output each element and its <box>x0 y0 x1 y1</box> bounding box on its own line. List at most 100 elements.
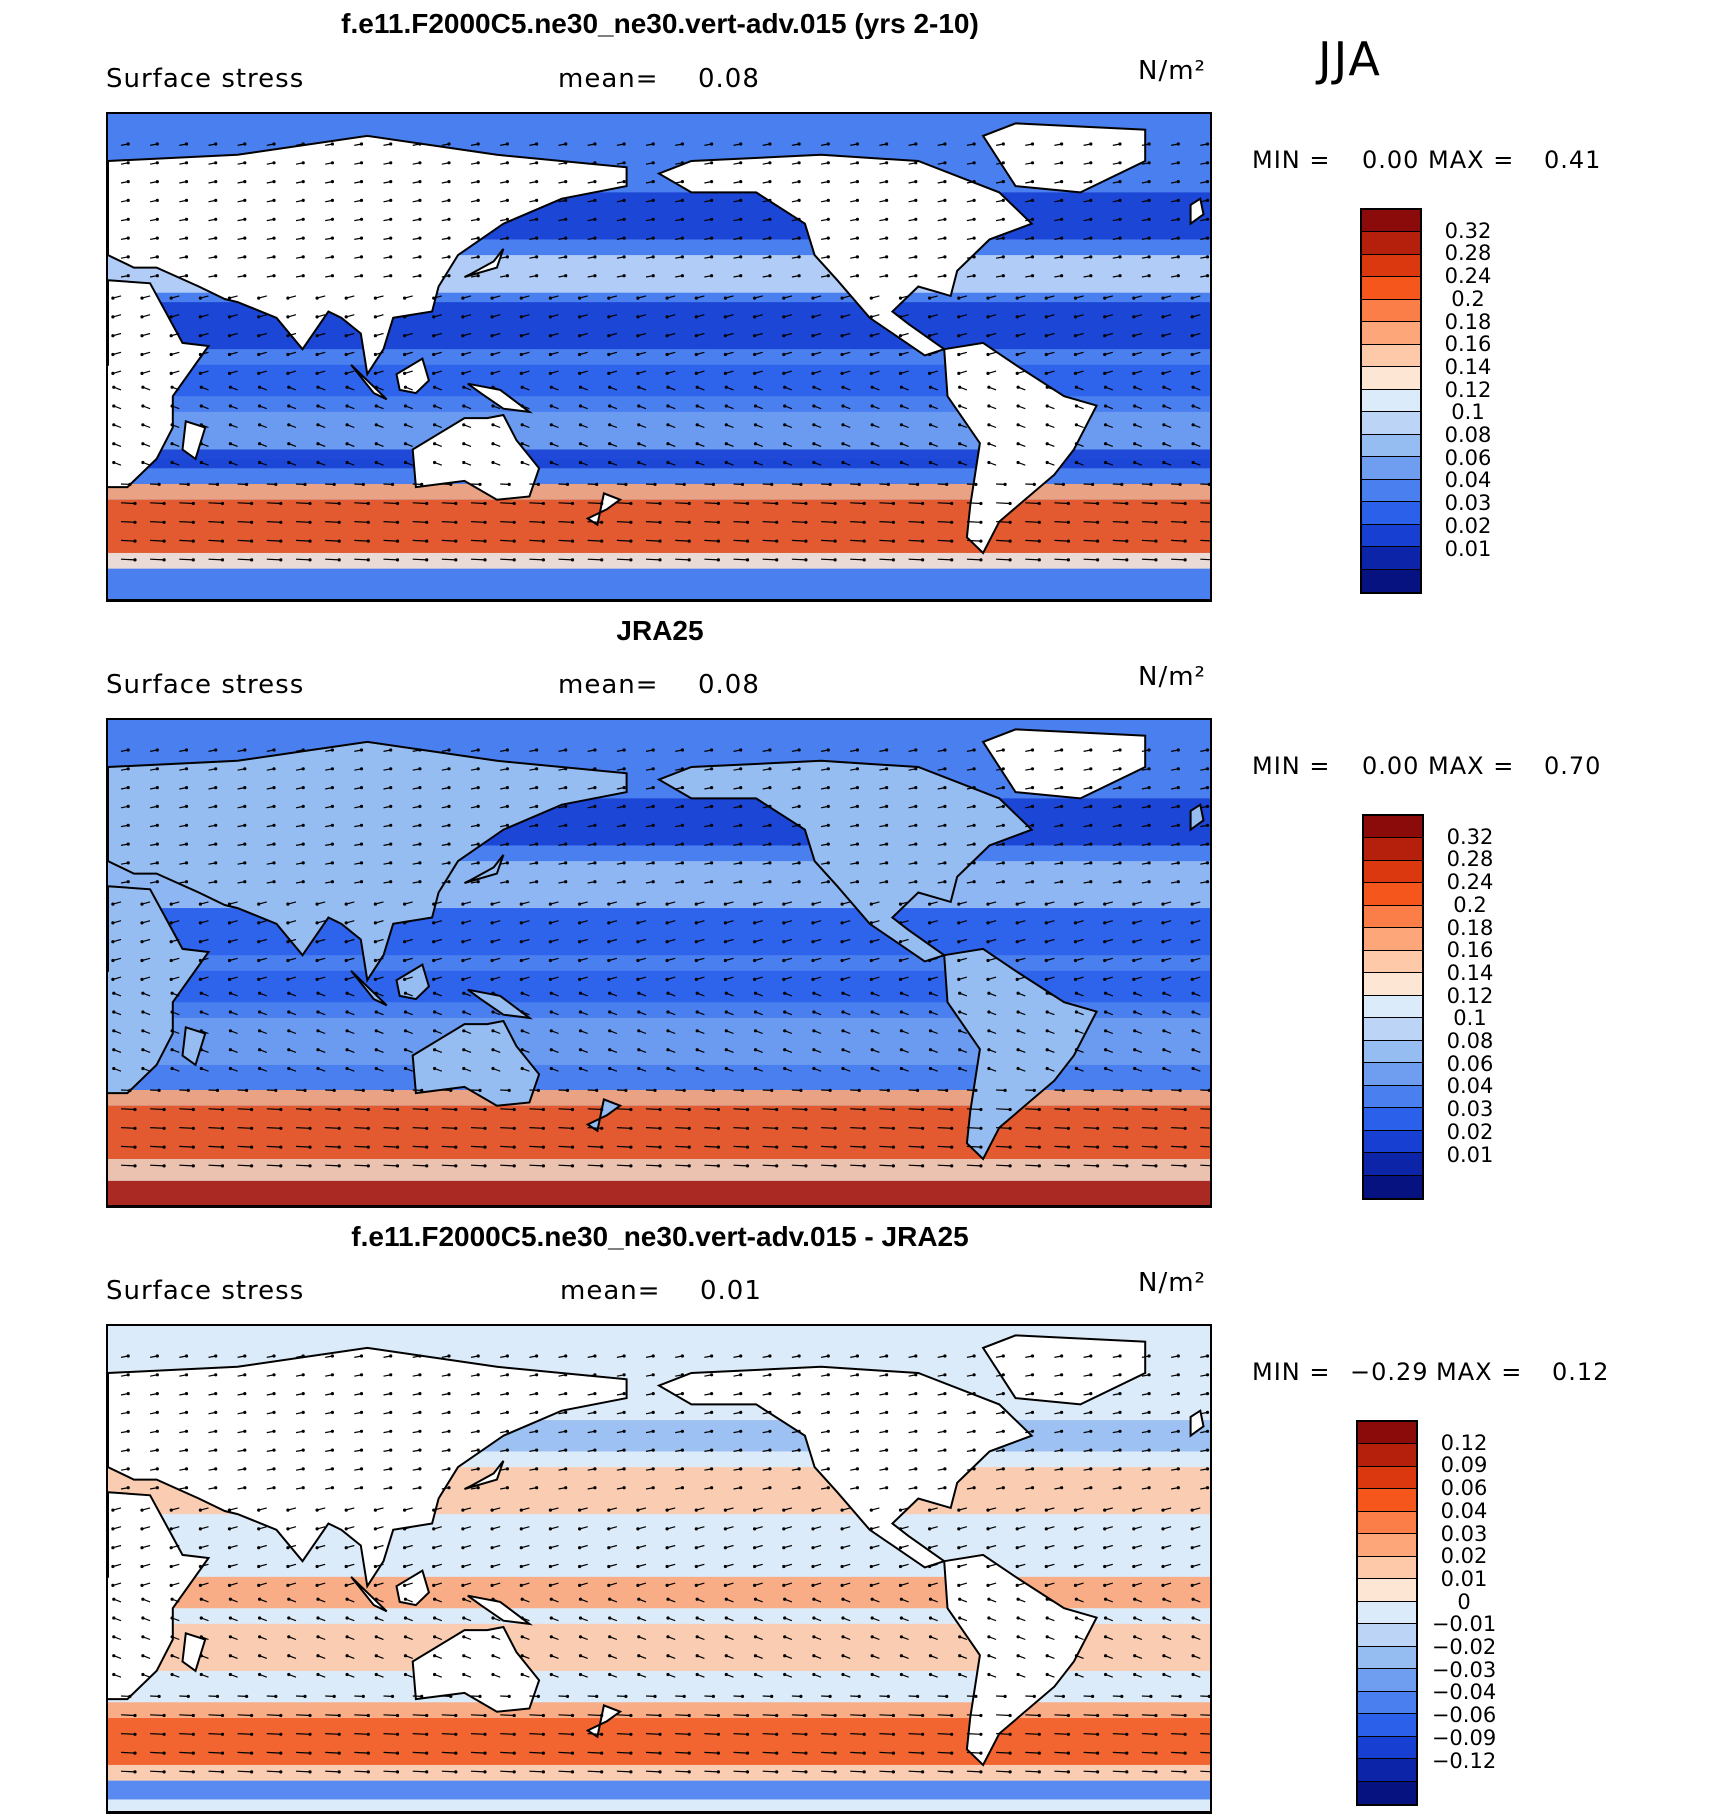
stress-vector-head <box>330 1486 334 1490</box>
stress-vector-head <box>535 236 539 240</box>
stress-vector-head <box>804 1145 808 1149</box>
field-band <box>108 1180 1210 1206</box>
stress-vector-head <box>1089 142 1093 146</box>
stress-vector-head <box>651 786 655 790</box>
stress-vector-head <box>1030 217 1035 221</box>
stress-vector-head <box>979 501 983 506</box>
stress-vector-head <box>680 142 685 146</box>
stress-vector-head <box>389 1429 393 1433</box>
stress-vector-head <box>519 1527 523 1531</box>
stress-vector-head <box>804 1126 808 1130</box>
stress-vector-head <box>432 977 436 981</box>
stress-vector-head <box>418 217 422 221</box>
stress-vector-head <box>1044 1583 1048 1587</box>
stress-vector-head <box>476 823 480 827</box>
stress-vector-head <box>257 1583 261 1587</box>
stress-vector-head <box>462 1672 466 1677</box>
stress-vector-head <box>745 520 750 524</box>
colorbar-swatch <box>1362 502 1420 525</box>
stress-vector <box>266 1127 281 1129</box>
stress-vector-head <box>979 520 983 524</box>
stress-vector-head <box>899 1672 904 1677</box>
stress-vector-head <box>1147 1354 1151 1358</box>
stress-vector-head <box>272 1448 276 1452</box>
stress-vector-head <box>1060 161 1064 165</box>
stress-vector-head <box>833 539 837 543</box>
stress-vector-head <box>191 501 195 506</box>
stress-vector-head <box>724 1654 728 1658</box>
stress-vector-head <box>198 902 202 906</box>
stress-vector-head <box>811 1583 815 1587</box>
stress-vector-head <box>454 1164 458 1168</box>
stress-vector-head <box>1161 940 1165 944</box>
stress-vector-head <box>593 217 597 221</box>
stress-vector-head <box>768 180 772 184</box>
stress-vector-head <box>578 315 582 319</box>
stress-vector-head <box>564 842 568 846</box>
stress-vector-head <box>1015 1583 1019 1587</box>
stress-vector-head <box>680 1448 685 1452</box>
stress-vector-head <box>214 142 218 146</box>
stress-vector-head <box>520 385 524 389</box>
stress-vector-head <box>1205 236 1210 240</box>
stress-vector-head <box>214 236 218 240</box>
stress-vector-head <box>564 198 568 202</box>
stress-vector-head <box>1096 520 1100 524</box>
stress-vector <box>675 1108 690 1111</box>
stress-vector-head <box>899 460 904 465</box>
stress-vector-head <box>1183 1107 1187 1112</box>
stress-vector <box>675 1164 690 1167</box>
stress-vector-head <box>272 767 276 771</box>
stress-vector-head <box>1147 1373 1151 1377</box>
stress-vector-head <box>1074 1597 1078 1601</box>
stress-vector-head <box>215 482 220 486</box>
stress-vector-head <box>162 520 166 524</box>
stress-vector-head <box>1103 940 1107 944</box>
stress-vector-head <box>914 1467 918 1471</box>
stress-vector-head <box>476 1448 480 1452</box>
stress-vector-head <box>608 1066 612 1071</box>
stress-vector-head <box>957 334 961 338</box>
stress-vector-head <box>833 1164 837 1168</box>
stress-vector-head <box>520 1066 524 1071</box>
stress-vector-head <box>987 1654 991 1658</box>
stress-vector-head <box>593 236 597 240</box>
stress-vector-head <box>228 1010 232 1014</box>
stress-vector-head <box>155 1354 159 1358</box>
stress-vector <box>120 521 136 523</box>
stress-vector-head <box>483 501 487 506</box>
stress-vector <box>237 521 252 523</box>
stress-vector-head <box>1133 442 1137 446</box>
stress-vector-head <box>564 786 568 790</box>
stress-vector-head <box>279 539 283 543</box>
stress-vector-head <box>287 1029 291 1033</box>
stress-vector-head <box>986 1564 990 1569</box>
stress-vector-head <box>198 1527 202 1531</box>
stress-vector-head <box>315 315 319 319</box>
stress-vector <box>1171 539 1186 542</box>
stress-vector-head <box>1045 423 1049 427</box>
stress-vector-head <box>797 1354 801 1358</box>
stress-vector-head <box>476 255 480 259</box>
stress-vector-head <box>578 1508 582 1512</box>
stress-vector-head <box>111 958 115 963</box>
stress-vector-head <box>169 921 173 925</box>
stress-vector-head <box>958 423 962 427</box>
stress-vector-head <box>622 748 626 752</box>
stress-vector-head <box>301 255 305 259</box>
stress-vector-head <box>198 1508 202 1512</box>
stress-vector-head <box>169 958 173 963</box>
stress-vector-head <box>608 1597 612 1601</box>
stress-vector <box>908 1164 923 1167</box>
stress-vector-head <box>914 880 918 884</box>
stress-vector-head <box>1001 1486 1005 1490</box>
stress-vector-head <box>316 385 320 389</box>
stress-vector-head <box>461 371 465 375</box>
stress-vector-head <box>665 352 669 357</box>
stress-vector-head <box>811 315 815 319</box>
stress-vector-head <box>519 352 523 357</box>
stress-vector-head <box>330 274 334 278</box>
stress-vector-head <box>359 217 364 221</box>
stress-vector-head <box>1132 1546 1136 1550</box>
stress-vector-head <box>1207 1088 1210 1092</box>
